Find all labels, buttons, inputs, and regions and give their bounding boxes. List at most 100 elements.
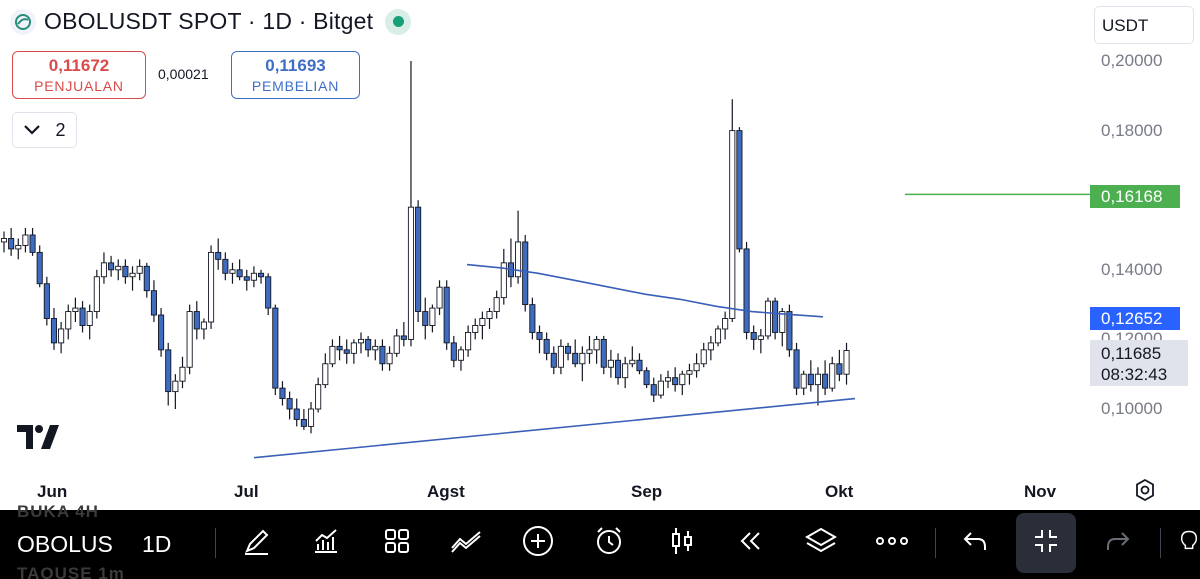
candle-body [493, 297, 500, 313]
candle [443, 280, 450, 350]
toolbar-divider [215, 528, 216, 558]
lightbulb-icon[interactable] [1178, 524, 1200, 558]
toolbar-symbol-button[interactable]: OBOLUS [17, 531, 113, 557]
candle-body [664, 377, 672, 382]
settings-icon[interactable] [1133, 478, 1157, 502]
collapse-button[interactable] [1016, 513, 1076, 573]
redo-icon [1101, 524, 1135, 558]
undo-icon[interactable] [958, 524, 992, 558]
currency-select[interactable]: USDT [1094, 6, 1194, 44]
candle-body [807, 373, 814, 386]
drawing-pen-icon[interactable] [240, 524, 274, 558]
candle-body [636, 359, 643, 372]
candle [429, 304, 436, 333]
candle [257, 269, 265, 284]
candle-body [657, 380, 664, 396]
candle-body [779, 311, 786, 333]
candle-body [643, 370, 650, 386]
candle [550, 346, 557, 375]
candle-body [136, 265, 143, 274]
layers-icon[interactable] [804, 524, 838, 558]
candle [29, 228, 36, 256]
candle [122, 259, 129, 284]
add-circle-icon[interactable] [521, 524, 555, 558]
candle-body [343, 349, 350, 354]
candle-body [336, 345, 343, 351]
candle-body [357, 338, 365, 344]
candle [629, 346, 636, 368]
candle-body [179, 366, 186, 382]
candle-body [129, 272, 136, 278]
more-icon[interactable] [875, 524, 909, 558]
candle [222, 252, 229, 281]
candle-body [372, 345, 379, 351]
candle [250, 266, 257, 288]
candle-body [443, 286, 450, 344]
candle [215, 238, 222, 270]
candle [286, 391, 293, 420]
support-trendline [253, 397, 856, 459]
indicators-icon[interactable] [309, 524, 343, 558]
chart-area[interactable]: OBOLUSDT SPOT · 1D · Bitget 0,11672 PENJ… [0, 0, 1200, 510]
candle-body [15, 244, 22, 250]
spread-value: 0,00021 [158, 66, 209, 82]
candle [486, 308, 493, 329]
candle-body [415, 206, 422, 313]
candle-body [86, 311, 93, 326]
collapse-icon[interactable] [1029, 524, 1063, 558]
candle-body [750, 331, 757, 340]
candle-body [707, 342, 714, 351]
candle-body [836, 363, 843, 375]
candle-body [243, 276, 250, 281]
candle-body [65, 311, 72, 330]
candle [293, 398, 300, 427]
candle-body [229, 269, 236, 274]
candle [0, 231, 8, 253]
candle-body [479, 318, 486, 326]
toolbar-interval-button[interactable]: 1D [142, 531, 172, 557]
candle [500, 248, 507, 305]
trend-tools-icon[interactable] [450, 524, 484, 558]
candles-icon[interactable] [665, 524, 699, 558]
candle-body [79, 307, 86, 326]
candle [8, 228, 15, 256]
candle [150, 280, 157, 322]
candle [58, 322, 65, 354]
obol-logo-icon [10, 8, 36, 35]
candle-body [693, 363, 700, 372]
sell-button[interactable]: 0,11672 PENJUALAN [12, 51, 146, 99]
tradingview-logo-icon [17, 425, 59, 449]
candle [650, 377, 657, 403]
candle-body [143, 265, 150, 292]
candle [300, 409, 307, 430]
candle [208, 245, 215, 329]
candle [515, 210, 522, 284]
chart-title[interactable]: OBOLUSDT SPOT · 1D · Bitget [44, 8, 374, 34]
candle [129, 266, 136, 291]
candle-body [172, 380, 179, 393]
indicators-count: 2 [55, 119, 66, 140]
candle [800, 370, 807, 396]
candle [343, 339, 350, 364]
price-tick: 0,18000 [1101, 121, 1163, 140]
candle-body [29, 234, 36, 253]
grid-layouts-icon[interactable] [380, 524, 414, 558]
last-price-label: 0,11685 08:32:43 [1090, 340, 1188, 386]
bar-countdown: 08:32:43 [1101, 365, 1168, 384]
candle-body [150, 290, 157, 316]
candle [115, 259, 122, 281]
candle-body [193, 311, 200, 330]
alert-clock-icon[interactable] [592, 524, 626, 558]
candle [229, 262, 236, 284]
buy-button[interactable]: 0,11693 PEMBELIAN [231, 51, 360, 99]
toolbar-divider [935, 528, 936, 558]
indicators-toggle[interactable]: 2 [12, 112, 77, 148]
price-chart[interactable] [0, 0, 1200, 510]
replay-icon[interactable] [733, 524, 767, 558]
candle-body [407, 206, 415, 340]
candle [707, 335, 714, 361]
candle-body [222, 258, 229, 274]
candle [372, 339, 379, 361]
moving-average-label: 0,12652 [1090, 307, 1180, 330]
candle [136, 259, 143, 281]
